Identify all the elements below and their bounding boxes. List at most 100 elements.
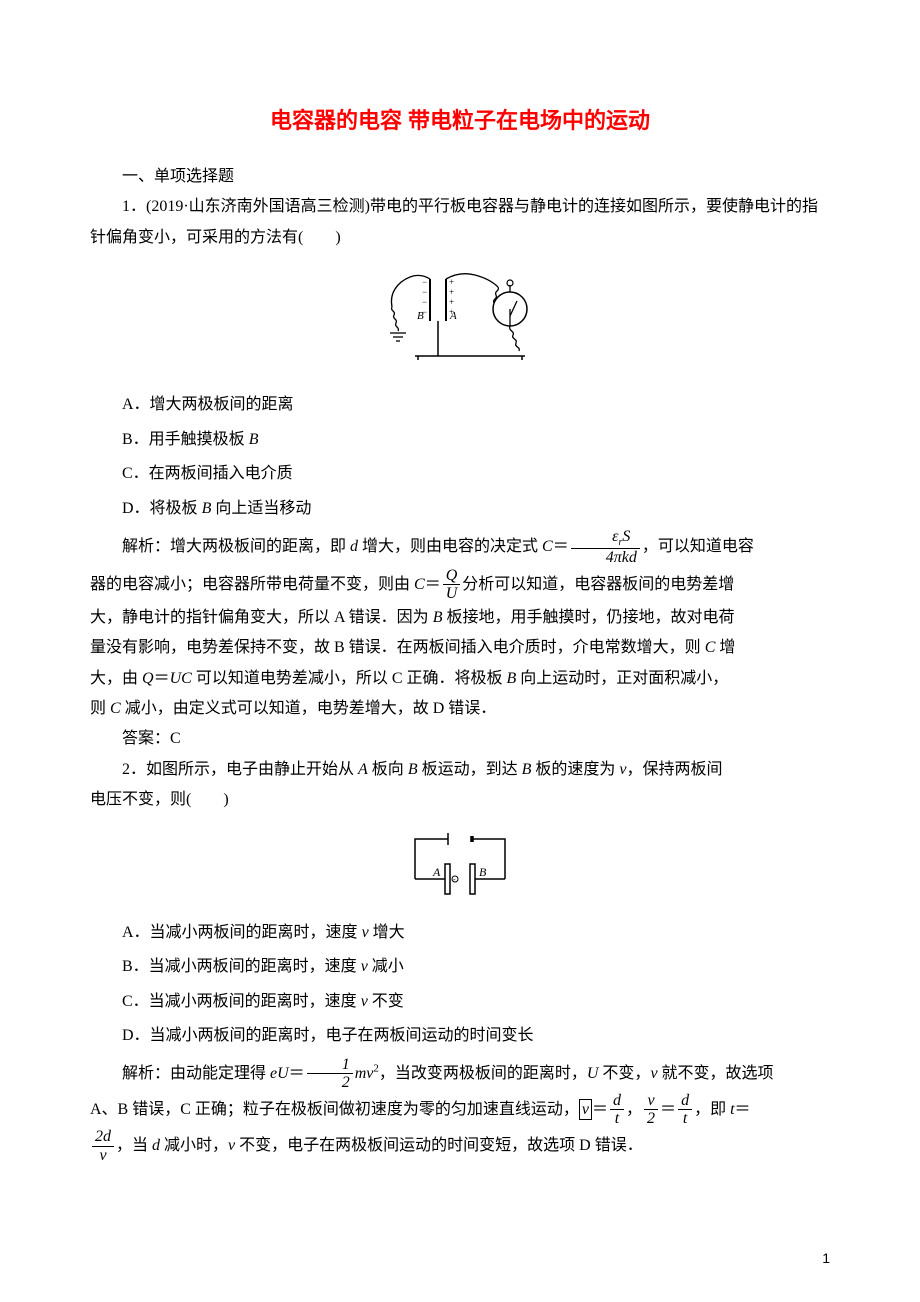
doc-title: 电容器的电容 带电粒子在电场中的运动 — [90, 100, 830, 142]
page-number: 1 — [822, 1245, 830, 1272]
var-C: C — [414, 575, 425, 592]
frac-den: t — [610, 1110, 624, 1128]
fraction: 2dv — [92, 1128, 114, 1164]
frac-den: 2 — [307, 1074, 353, 1092]
text: ，可以知道电容 — [642, 538, 754, 555]
var-A: A — [358, 761, 368, 778]
text: 减小时， — [160, 1137, 228, 1154]
q2-figure: - A B — [90, 824, 830, 910]
q1-explain-line3: 大，静电计的指针偏角变大，所以 A 错误．因为 B 板接地，用手触摸时，仍接地，… — [90, 603, 830, 633]
text: 板运动，到达 — [418, 761, 522, 778]
text: 大，由 — [90, 670, 142, 687]
q1-explain-line2: 器的电容减小；电容器所带电荷量不变，则由 C＝QU分析可以知道，电容器板间的电势… — [90, 567, 830, 603]
q2-optB: B．当减小两板间的距离时，速度 v 减小 — [90, 952, 830, 982]
svg-text:+: + — [449, 277, 454, 287]
frac-num: Q — [443, 567, 461, 586]
var-d: d — [152, 1137, 160, 1154]
q1-optA: A．增大两极板间的距离 — [90, 390, 830, 420]
text: 板向 — [368, 761, 408, 778]
q2-fig-label-B: B — [479, 865, 487, 879]
var-UC: UC — [170, 670, 192, 687]
q1-optB-var: B — [249, 431, 259, 448]
text: 则 — [90, 700, 110, 717]
q1-optB-pre: B．用手触摸极板 — [122, 431, 249, 448]
text: 板接地，用手触摸时，仍接地，故对电荷 — [442, 609, 734, 626]
var-d: d — [350, 538, 358, 555]
text: 2．如图所示，电子由静止开始从 — [122, 761, 358, 778]
q2-explain-line2: A、B 错误，C 正确；粒子在极板间做初速度为零的匀加速直线运动，v＝dt，v2… — [90, 1092, 830, 1128]
fraction: dt — [610, 1092, 624, 1128]
q1-optD-pre: D．将极板 — [122, 500, 202, 517]
text: ，当 — [116, 1137, 152, 1154]
text: 减小，由定义式可以知道，电势差增大，故 D 错误． — [121, 700, 497, 717]
q1-explain-line1: 解析：增大两极板间的距离，即 d 增大，则由电容的决定式 C＝εrS4πkd，可… — [90, 528, 830, 567]
4pi: 4π — [606, 549, 622, 566]
text: 器的电容减小；电容器所带电荷量不变，则由 — [90, 575, 414, 592]
eq: ＝ — [553, 538, 569, 555]
text: 板的速度为 — [531, 761, 619, 778]
text: A、B 错误，C 正确；粒子在极板间做初速度为零的匀加速直线运动， — [90, 1101, 579, 1118]
fraction: εrS4πkd — [571, 528, 640, 567]
q2-optA: A．当减小两板间的距离时，速度 v 增大 — [90, 918, 830, 948]
fraction: QU — [443, 567, 461, 603]
q1-optB: B．用手触摸极板 B — [90, 425, 830, 455]
comma: ， — [626, 1101, 642, 1118]
q1-stem-text: 1．(2019·山东济南外国语高三检测)带电的平行板电容器与静电计的连接如图所示… — [90, 198, 818, 245]
text: ，当改变两极板间的距离时， — [379, 1064, 587, 1081]
var-v: v — [362, 924, 369, 941]
svg-text:+: + — [449, 287, 454, 297]
eq: ＝ — [154, 670, 170, 687]
text: C．当减小两板间的距离时，速度 — [122, 993, 361, 1010]
frac-den: 4πkd — [571, 549, 640, 567]
text: ，保持两板间 — [627, 761, 723, 778]
var-v: v — [361, 958, 368, 975]
var-C: C — [705, 639, 716, 656]
var-v: v — [361, 993, 368, 1010]
frac-num: d — [678, 1092, 692, 1111]
S: S — [622, 528, 630, 545]
text: ，即 — [694, 1101, 730, 1118]
frac-den: 2 — [644, 1110, 658, 1128]
text: 量没有影响，电势差保持不变，故 B 错误．在两板间插入电介质时，介电常数增大，则 — [90, 639, 705, 656]
text: 不变，电子在两极板间运动的时间变短，故选项 D 错误． — [235, 1137, 643, 1154]
text: 减小 — [368, 958, 404, 975]
q2-explain-line1: 解析：由动能定理得 eU＝12mv2，当改变两极板间的距离时，U 不变，v 就不… — [90, 1056, 830, 1092]
var-mv: mv — [355, 1064, 374, 1081]
var-B: B — [433, 609, 443, 626]
q2-fig-label-A: A — [432, 865, 441, 879]
text: 可以知道电势差减小，所以 C 正确．将极板 — [192, 670, 507, 687]
q2-optC: C．当减小两板间的距离时，速度 v 不变 — [90, 987, 830, 1017]
d: d — [629, 549, 637, 566]
frac-num: 1 — [307, 1056, 353, 1075]
text: 不变 — [368, 993, 404, 1010]
text: 增大，则由电容的决定式 — [358, 538, 542, 555]
svg-text:−: − — [422, 277, 427, 287]
eq: ＝ — [735, 1101, 751, 1118]
var-Q: Q — [142, 670, 154, 687]
q2-explain-line3: 2dv，当 d 减小时， v 不变，电子在两极板间运动的时间变短，故选项 D 错误… — [90, 1128, 830, 1164]
frac-num: d — [610, 1092, 624, 1111]
q1-explain-line5: 大，由 Q＝UC 可以知道电势差减小，所以 C 正确．将极板 B 向上运动时，正… — [90, 664, 830, 694]
text: 就不变，故选项 — [658, 1064, 774, 1081]
d: d — [103, 1128, 111, 1145]
text: 不变， — [598, 1064, 650, 1081]
text: 分析可以知道，电容器板间的电势差增 — [462, 575, 734, 592]
q2-stem-line1: 2．如图所示，电子由静止开始从 A 板向 B 板运动，到达 B 板的速度为 v，… — [90, 755, 830, 785]
text: 大，静电计的指针偏角变大，所以 A 错误．因为 — [90, 609, 433, 626]
q1-optD-post: 向上适当移动 — [211, 500, 311, 517]
text: 增 — [715, 639, 735, 656]
q1-answer: 答案：C — [90, 724, 830, 754]
q1-figure: + + + + − − − − B A — [90, 261, 830, 382]
eq: ＝ — [289, 1064, 305, 1081]
q1-stem: 1．(2019·山东济南外国语高三检测)带电的平行板电容器与静电计的连接如图所示… — [90, 192, 830, 253]
var-v: v — [650, 1064, 657, 1081]
page: 电容器的电容 带电粒子在电场中的运动 一、单项选择题 1．(2019·山东济南外… — [0, 0, 920, 1302]
q1-fig-label-B: B — [417, 310, 424, 322]
eq: ＝ — [592, 1101, 608, 1118]
frac-den: v — [92, 1147, 114, 1165]
q1-fig-label-A: A — [449, 310, 457, 322]
q1-explain-line6: 则 C 减小，由定义式可以知道，电势差增大，故 D 错误． — [90, 694, 830, 724]
q2-optD: D．当减小两板间的距离时，电子在两板间运动的时间变长 — [90, 1021, 830, 1051]
var-v: v — [619, 761, 626, 778]
text: B．当减小两板间的距离时，速度 — [122, 958, 361, 975]
